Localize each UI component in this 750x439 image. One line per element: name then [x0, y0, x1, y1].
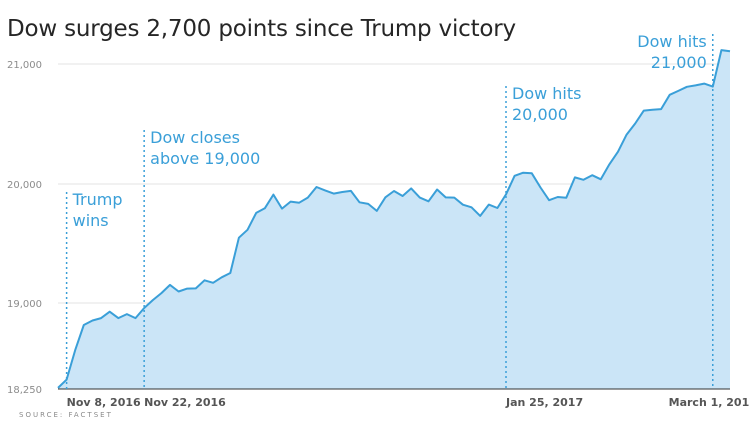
x-tick-label: Jan 25, 2017 [505, 396, 583, 409]
annotation-label: 20,000 [512, 105, 568, 124]
x-tick-label: Nov 22, 2016 [144, 396, 226, 409]
y-tick-label: 20,000 [7, 180, 42, 191]
series-area [58, 50, 730, 389]
x-tick-label: Nov 8, 2016 [67, 396, 141, 409]
annotation-label: Dow hits [637, 32, 706, 51]
annotation-label: above 19,000 [150, 149, 260, 168]
y-tick-label: 19,000 [7, 299, 42, 310]
annotation-label: 21,000 [651, 53, 707, 72]
y-tick-label: 18,250 [7, 385, 42, 396]
chart-title: Dow surges 2,700 points since Trump vict… [7, 16, 516, 42]
annotation-label: Dow closes [150, 128, 240, 147]
x-tick-label: March 1, 2017 [669, 396, 750, 409]
y-tick-label: 21,000 [7, 60, 42, 71]
source-note: SOURCE: FACTSET [19, 411, 113, 419]
series-line [57, 49, 731, 389]
annotation-label: Dow hits [512, 84, 581, 103]
annotation-label: Trump [72, 190, 123, 209]
annotation-label: wins [73, 211, 109, 230]
